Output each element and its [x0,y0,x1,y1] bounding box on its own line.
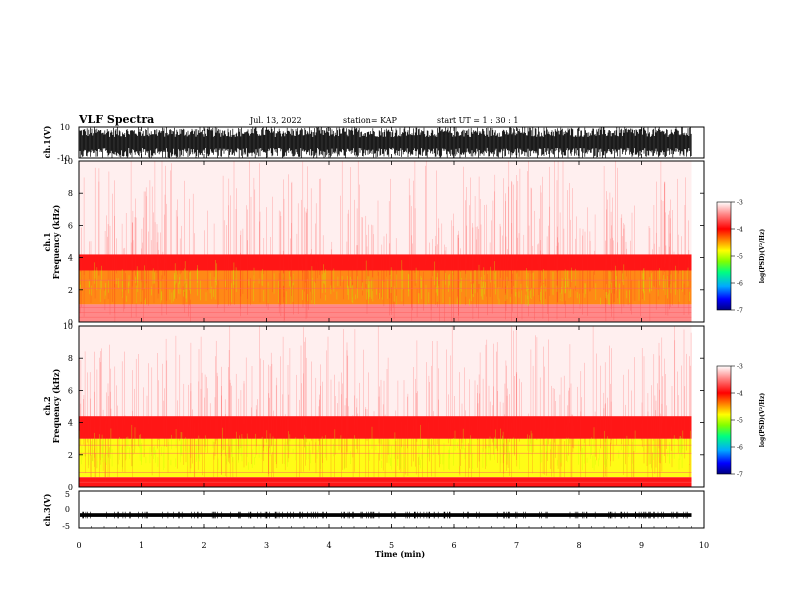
ch3-ytick-top: 5 [65,490,70,499]
station-label: station= KAP [343,116,398,125]
colorbar-tick-label: -7 [737,308,743,315]
ytick-label: 10 [63,157,73,166]
xtick-label: 2 [201,541,206,550]
ch1-colorbar-gradient [716,201,732,311]
ytick-label: 6 [68,386,73,395]
xtick-label: 3 [264,541,269,550]
colorbar-tick-label: -5 [737,254,743,261]
spectrogram-band [79,304,692,322]
date-label: Jul. 13, 2022 [249,116,302,125]
ytick-label: 0 [68,483,73,492]
ytick-label: 4 [68,419,73,428]
ch3-waveform-trace [80,513,692,517]
spectrogram-band [79,270,692,305]
xtick-label: 0 [76,541,81,550]
ch1-waveform-ylabel: ch.1(V) [42,125,52,158]
colorbar-tick-label: -7 [737,472,743,479]
spectrogram-highlights [79,260,690,306]
ytick-label: 10 [63,322,73,331]
xtick-label: 10 [699,541,709,550]
time-axis-label: Time (min) [375,549,425,559]
colorbar-tick-label: -3 [737,364,743,371]
figure-title: VLF Spectra [78,113,154,126]
colorbar-tick-label: -6 [737,281,743,288]
spectrogram-band [79,254,692,271]
ytick-label: 0 [68,318,73,327]
ch1-spec-ylabel-line2: Frequency (kHz) [51,204,61,279]
colorbar-tick-label: -4 [737,391,743,398]
ch1-spec-ylabel-line1: ch.1 [42,232,52,251]
xtick-label: 1 [139,541,144,550]
xtick-label: 8 [576,541,581,550]
xtick-label: 7 [514,541,519,550]
ch2-colorbar-gradient [716,365,732,475]
time-axis: 0 1 2 3 4 5 6 7 8 9 10 [76,127,709,550]
ch1-waveform-trace [79,127,692,158]
ch3-ytick-mid: 0 [65,505,70,514]
spectrogram-band [79,326,692,417]
ch2-colorbar: -3 -4 -5 -6 -7 log(PSD)(V²/Hz) [716,364,766,479]
colorbar-tick-label: -3 [737,200,743,207]
ch1-colorbar-label: log(PSD)(V²/Hz) [759,229,766,284]
xtick-label: 4 [326,541,331,550]
spectrogram-highlights [79,424,691,471]
ch2-colorbar-label: log(PSD)(V²/Hz) [759,393,766,448]
colorbar-tick-label: -5 [737,418,743,425]
ch3-waveform-frame [78,490,705,529]
ch1-ytick-top: 10 [60,123,70,132]
spectrogram-streaks [79,326,692,487]
ytick-label: 8 [68,354,73,363]
spectrogram-band [79,416,692,439]
ch3-ytick-bottom: -5 [62,522,70,531]
start-ut-label: start UT = 1 : 30 : 1 [437,116,518,125]
ytick-label: 2 [68,286,73,295]
ytick-label: 8 [68,189,73,198]
ch1-colorbar: -3 -4 -5 -6 -7 log(PSD)(V²/Hz) [716,200,766,315]
spectrogram-band [79,161,692,255]
ch2-spectrogram-panel: 0 2 4 6 8 10 ch.2 Frequency (kHz) [42,322,705,492]
ch1-spectrogram-panel: 0 2 4 6 8 10 ch.1 Frequency (kHz) [42,157,705,327]
ch3-waveform-spikes [82,511,688,519]
ch3-waveform-ylabel: ch.3(V) [42,493,52,526]
ch1-ytick-bottom: -10 [57,154,70,163]
xtick-label: 5 [389,541,394,550]
colorbar-tick-label: -4 [737,227,743,234]
ch2-spec-ylabel-line1: ch.2 [42,396,52,415]
ytick-label: 2 [68,451,73,460]
ytick-label: 6 [68,221,73,230]
xtick-label: 6 [451,541,456,550]
colorbar-tick-label: -6 [737,445,743,452]
ch2-spec-ylabel-line2: Frequency (kHz) [51,368,61,443]
xtick-label: 9 [639,541,644,550]
spectrogram-streaks [79,161,691,322]
ytick-label: 4 [68,254,73,263]
